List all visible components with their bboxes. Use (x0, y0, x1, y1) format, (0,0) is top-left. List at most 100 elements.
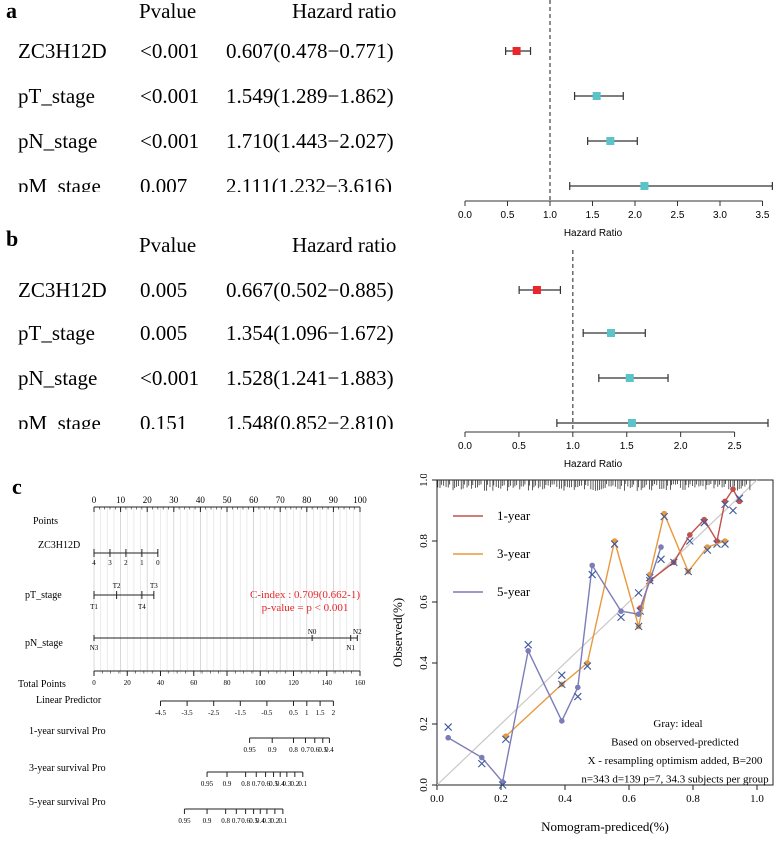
row-hr-text: 0.607(0.478−0.771) (226, 39, 394, 63)
value-tick-label: 0.3 (263, 817, 272, 825)
calibration-note: n=343 d=139 p=7, 34.3 subjects per group (581, 774, 769, 786)
cat-tick-label: T3 (150, 582, 158, 590)
resample-x-mark (721, 500, 729, 509)
calibration-note: X - resampling optimism added, B=200 (588, 755, 763, 767)
hr-point (606, 137, 615, 145)
panel-a: a Pvalue Hazard ratio ZC3H12D <0.001 0.607(0… (0, 0, 780, 240)
value-tick-label: 0.5 (269, 780, 278, 788)
panel-c: c Points 0 10 20 30 40 50 60 70 80 90 100 ZC3H12D 4 3 2… (0, 474, 385, 848)
hr-header: Hazard ratio (292, 0, 396, 23)
resample-x-mark (669, 558, 678, 567)
panel-b: b Pvalue Hazard ratio ZC3H12D 0.005 0.667(0.… (0, 226, 780, 474)
axis-label: 3-year survival Pro (29, 763, 106, 774)
crop-mask (0, 192, 440, 240)
row-label: pN_stage (18, 366, 97, 390)
value-tick-label: -1.5 (235, 709, 247, 717)
value-tick-label: 0.8 (241, 780, 250, 788)
resample-x-mark (444, 723, 453, 731)
x-tick-label: 1.0 (543, 210, 557, 221)
legend-label: 3-year (497, 546, 531, 561)
value-tick-label: 0.6 (261, 780, 270, 788)
points-tick-label: 0 (92, 495, 97, 505)
ideal-line (436, 479, 758, 786)
resample-x-mark (610, 540, 619, 548)
row-label: pT_stage (18, 84, 95, 108)
row-label: ZC3H12D (18, 278, 107, 302)
x-tick-label: 0.5 (512, 441, 526, 452)
series-point (701, 516, 707, 523)
y-tick-label: 0.6 (418, 595, 430, 609)
series-point (575, 684, 581, 691)
axis-label: Linear Predictor (36, 695, 102, 706)
series-point (503, 733, 509, 739)
x-tick-label: 1.5 (586, 210, 600, 221)
row-pvalue: <0.001 (140, 39, 199, 63)
value-tick-label: 0.8 (221, 817, 230, 825)
points-tick-label: 30 (169, 495, 179, 505)
value-tick-label: 0.6 (310, 746, 319, 754)
value-tick-label: 1 (305, 709, 309, 717)
hr-point (607, 329, 616, 337)
cat-tick-label: T4 (138, 603, 146, 611)
row-label: ZC3H12D (18, 39, 107, 63)
value-tick-label: 0.7 (301, 746, 310, 754)
resample-x-mark (524, 640, 533, 649)
cat-tick-label: 1 (140, 559, 144, 567)
x-tick-label: 1.0 (750, 793, 764, 805)
x-tick-label: 0.0 (430, 793, 444, 805)
value-tick-label: 0.95 (243, 746, 256, 754)
series-point (722, 498, 728, 505)
row-pvalue: 0.005 (140, 321, 187, 345)
points-tick-label: 90 (329, 495, 339, 505)
cat-tick-label: 4 (92, 559, 96, 567)
calibration-plot: d 0.00.20.40.60.81.00.00.20.40.60.81.0No… (390, 474, 774, 834)
axis-label: pT_stage (25, 590, 62, 601)
forest-plot-a: a Pvalue Hazard ratio ZC3H12D <0.001 0.607(0… (0, 0, 773, 240)
series-line (505, 511, 726, 737)
x-axis-title: Hazard Ratio (564, 459, 623, 470)
points-tick-label: 80 (302, 495, 312, 505)
series-point (559, 718, 565, 724)
total-tick-label: 140 (322, 679, 333, 687)
series-line (639, 487, 741, 609)
x-tick-label: 2.5 (671, 210, 685, 221)
axis-label: Points (33, 516, 58, 527)
row-pvalue: <0.001 (140, 129, 199, 153)
resample-x-mark (617, 613, 625, 622)
value-tick-label: 0.5 (289, 709, 298, 717)
panel-letter-c: c (12, 474, 22, 499)
axis-label: ZC3H12D (38, 540, 80, 551)
series-point (611, 538, 618, 544)
hr-point (512, 47, 521, 55)
value-tick-label: -4.5 (155, 709, 167, 717)
y-tick-label: 0.8 (418, 534, 430, 548)
axis-label: Total Points (18, 679, 66, 690)
value-tick-label: 0.7 (252, 780, 261, 788)
resample-x-mark (634, 588, 643, 597)
x-tick-label: 2.0 (674, 441, 688, 452)
series-point (525, 648, 531, 654)
value-tick-label: 0.95 (178, 817, 191, 825)
series-point (445, 734, 451, 741)
value-tick-label: 0.5 (318, 746, 327, 754)
y-tick-label: 1.0 (418, 474, 430, 487)
value-tick-label: 0.3 (282, 780, 291, 788)
value-tick-label: 0.9 (268, 746, 277, 754)
cat-tick-label: 0 (156, 559, 160, 567)
resample-x-mark (557, 671, 566, 680)
row-hr-text: 1.710(1.443−2.027) (226, 129, 394, 153)
y-tick-label: 0.0 (418, 778, 430, 792)
value-tick-label: 0.4 (325, 746, 334, 754)
hr-point (625, 374, 634, 382)
hr-point (640, 182, 649, 190)
value-tick-label: 0.1 (298, 780, 307, 788)
value-tick-label: 0.2 (271, 817, 280, 825)
series-point (635, 611, 642, 617)
pvalue-annotation: p-value = p < 0.001 (262, 602, 349, 614)
total-tick-label: 120 (288, 679, 299, 687)
series-point (618, 608, 624, 614)
value-tick-label: 2 (332, 709, 336, 717)
total-tick-label: 100 (255, 679, 266, 687)
row-hr-text: 1.549(1.289−1.862) (226, 84, 394, 108)
resample-x-mark (573, 692, 582, 701)
